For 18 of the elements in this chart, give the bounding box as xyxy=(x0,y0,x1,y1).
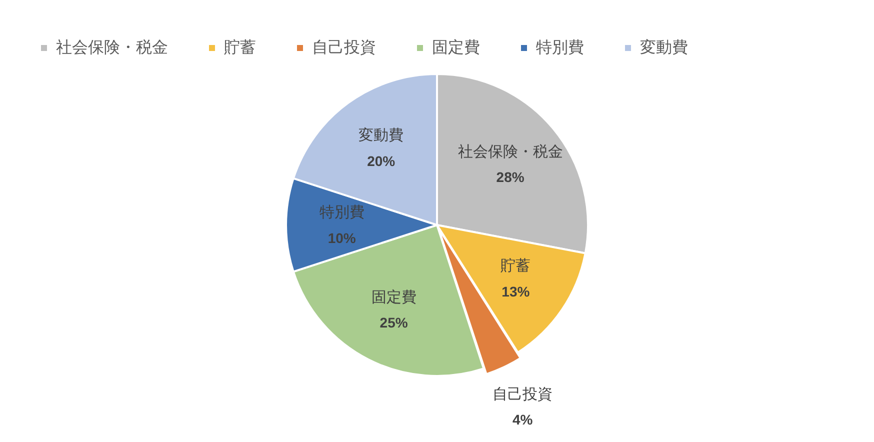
legend-label: 社会保険・税金 xyxy=(56,38,168,56)
legend-label: 貯蓄 xyxy=(224,38,256,56)
data-label: 10% xyxy=(328,230,356,246)
data-label: 28% xyxy=(496,169,525,186)
slice-label: 社会保険・税金 xyxy=(458,144,563,160)
slice-label: 特別費 xyxy=(319,204,364,222)
data-label: 13% xyxy=(502,283,530,300)
data-label: 4% xyxy=(512,412,534,428)
data-label: 20% xyxy=(367,152,396,169)
data-label: 25% xyxy=(380,314,408,331)
legend-label: 固定費 xyxy=(432,38,480,56)
legend-label: 自己投資 xyxy=(312,38,376,56)
slice-label: 変動費 xyxy=(358,127,404,144)
slice-label: 貯蓄 xyxy=(500,258,531,275)
slice-label: 自己投資 xyxy=(492,386,553,404)
legend-label: 変動費 xyxy=(640,38,688,56)
slice-label: 固定費 xyxy=(371,288,416,306)
legend-label: 特別費 xyxy=(536,38,584,56)
